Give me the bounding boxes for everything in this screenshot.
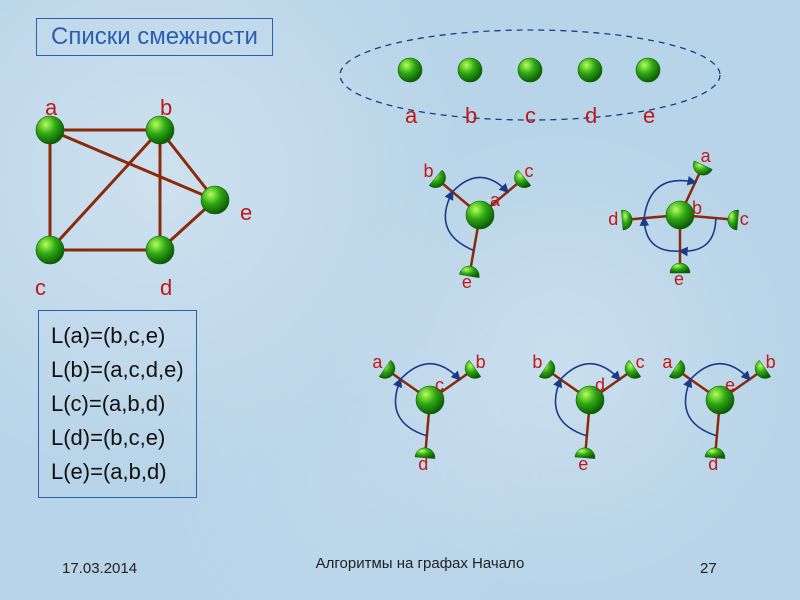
graph-label-d: d bbox=[160, 275, 172, 301]
star-c-nb-d: d bbox=[418, 454, 428, 475]
star-a-nb-c: c bbox=[525, 161, 534, 182]
star-e-nb-b: b bbox=[766, 352, 776, 373]
star-c-nb-a: a bbox=[372, 352, 382, 373]
adjacency-line: L(e)=(a,b,d) bbox=[51, 455, 184, 489]
star-b-nb-e: e bbox=[674, 269, 684, 290]
star-center-d: d bbox=[595, 375, 605, 396]
star-c-nb-b: b bbox=[476, 352, 486, 373]
star-c bbox=[340, 310, 520, 490]
star-a-nb-e: e bbox=[462, 272, 472, 293]
footer-page: 27 bbox=[700, 560, 717, 577]
star-b-nb-a: a bbox=[701, 146, 711, 167]
star-center-a: a bbox=[490, 190, 500, 211]
adjacency-line: L(c)=(a,b,d) bbox=[51, 387, 184, 421]
adjacency-list-box: L(a)=(b,c,e)L(b)=(a,c,d,e)L(c)=(a,b,d)L(… bbox=[38, 310, 197, 498]
adjacency-line: L(a)=(b,c,e) bbox=[51, 319, 184, 353]
star-d-nb-b: b bbox=[532, 352, 542, 373]
footer-center: Алгоритмы на графах Начало bbox=[310, 555, 530, 572]
star-center-b: b bbox=[692, 198, 702, 219]
star-b-nb-c: c bbox=[740, 209, 749, 230]
footer-date: 17.03.2014 bbox=[62, 560, 137, 577]
adjacency-line: L(b)=(a,c,d,e) bbox=[51, 353, 184, 387]
graph-label-c: c bbox=[35, 275, 46, 301]
graph-label-e: e bbox=[240, 200, 252, 226]
star-e-nb-d: d bbox=[708, 454, 718, 475]
star-center-e: e bbox=[725, 375, 735, 396]
adjacency-line: L(d)=(b,c,e) bbox=[51, 421, 184, 455]
star-a-nb-b: b bbox=[423, 161, 433, 182]
star-d-nb-e: e bbox=[578, 454, 588, 475]
star-a bbox=[390, 125, 570, 305]
star-e-nb-a: a bbox=[662, 352, 672, 373]
star-center-c: c bbox=[435, 375, 444, 396]
star-b-nb-d: d bbox=[608, 209, 618, 230]
